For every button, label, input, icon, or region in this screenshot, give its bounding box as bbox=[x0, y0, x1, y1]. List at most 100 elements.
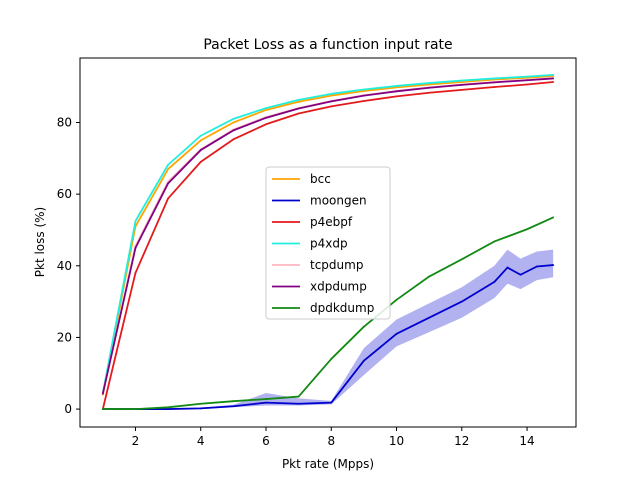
x-tick-label: 12 bbox=[454, 434, 469, 448]
point-p4xdp bbox=[428, 82, 431, 84]
point-p4ebpf bbox=[526, 83, 528, 86]
point-moongen bbox=[199, 407, 202, 410]
point-p4ebpf bbox=[167, 197, 170, 200]
point-p4xdp bbox=[199, 134, 202, 137]
legend-label: xdpdump bbox=[310, 280, 367, 294]
series-xdpdump bbox=[101, 77, 555, 395]
point-moongen bbox=[493, 281, 496, 283]
x-tick-label: 8 bbox=[327, 434, 335, 448]
point-dpdkdump bbox=[362, 325, 365, 328]
point-p4ebpf bbox=[428, 91, 431, 94]
x-tick-label: 14 bbox=[519, 434, 534, 448]
point-bcc bbox=[362, 90, 365, 92]
point-moongen bbox=[232, 405, 235, 408]
point-moongen bbox=[395, 332, 398, 335]
point-bcc bbox=[428, 83, 431, 86]
point-moongen bbox=[297, 402, 300, 405]
point-p4ebpf bbox=[362, 100, 365, 102]
y-tick-label: 40 bbox=[57, 259, 72, 273]
point-p4xdp bbox=[493, 77, 496, 80]
point-p4xdp bbox=[362, 88, 365, 91]
legend-label: p4ebpf bbox=[310, 215, 353, 229]
point-bcc bbox=[395, 86, 398, 89]
plot-frame bbox=[79, 57, 577, 428]
point-bcc bbox=[330, 94, 333, 97]
point-xdpdump bbox=[232, 129, 235, 132]
legend-item-xdpdump: xdpdump bbox=[272, 280, 367, 294]
point-xdpdump bbox=[526, 79, 528, 82]
point-moongen bbox=[506, 266, 509, 269]
point-xdpdump bbox=[265, 116, 267, 119]
point-dpdkdump bbox=[199, 402, 202, 405]
point-dpdkdump bbox=[265, 398, 267, 400]
legend-label: dpdkdump bbox=[310, 301, 374, 315]
point-p4ebpf bbox=[199, 160, 202, 163]
legend-item-tcpdump: tcpdump bbox=[272, 258, 363, 272]
x-tick-label: 6 bbox=[262, 434, 270, 448]
point-bcc bbox=[232, 121, 235, 124]
point-dpdkdump bbox=[493, 240, 496, 243]
y-tick-label: 0 bbox=[64, 402, 72, 416]
y-axis-label: Pkt loss (%) bbox=[33, 207, 47, 277]
point-dpdkdump bbox=[101, 408, 104, 410]
point-xdpdump bbox=[167, 182, 170, 185]
point-p4ebpf bbox=[265, 123, 267, 126]
chart-title: Packet Loss as a function input rate bbox=[203, 37, 452, 53]
point-p4xdp bbox=[552, 73, 555, 76]
point-p4xdp bbox=[265, 107, 267, 110]
series-p4ebpf bbox=[101, 81, 555, 410]
point-bcc bbox=[460, 81, 463, 83]
point-dpdkdump bbox=[167, 406, 170, 409]
y-tick-label: 20 bbox=[57, 330, 72, 344]
legend-item-p4ebpf: p4ebpf bbox=[272, 215, 353, 229]
point-xdpdump bbox=[552, 77, 555, 80]
legend-item-bcc: bcc bbox=[272, 172, 331, 186]
point-p4ebpf bbox=[395, 95, 398, 98]
point-bcc bbox=[199, 139, 202, 142]
point-dpdkdump bbox=[134, 408, 137, 410]
legend-item-p4xdp: p4xdp bbox=[272, 237, 348, 251]
point-p4ebpf bbox=[493, 86, 496, 88]
point-xdpdump bbox=[493, 81, 496, 84]
point-xdpdump bbox=[460, 83, 463, 86]
legend-item-dpdkdump: dpdkdump bbox=[272, 301, 374, 315]
point-p4xdp bbox=[330, 92, 333, 95]
point-dpdkdump bbox=[460, 258, 463, 261]
point-bcc bbox=[265, 109, 267, 111]
series-dpdkdump bbox=[101, 216, 555, 410]
point-moongen bbox=[167, 408, 170, 410]
point-dpdkdump bbox=[232, 400, 235, 403]
legend-item-moongen: moongen bbox=[272, 194, 367, 208]
point-p4xdp bbox=[297, 99, 300, 101]
y-tick-label: 80 bbox=[57, 115, 72, 129]
point-moongen bbox=[330, 401, 333, 404]
point-dpdkdump bbox=[297, 395, 300, 398]
legend-label: bcc bbox=[310, 172, 331, 186]
point-xdpdump bbox=[101, 392, 104, 395]
point-bcc bbox=[297, 100, 300, 103]
x-axis-ticks: 2 4 6 8 10 12 14 bbox=[132, 427, 535, 448]
legend-frame bbox=[265, 166, 391, 320]
point-moongen bbox=[519, 273, 522, 276]
point-xdpdump bbox=[297, 107, 300, 110]
point-xdpdump bbox=[428, 86, 431, 89]
point-p4ebpf bbox=[460, 88, 463, 91]
x-axis-label: Pkt rate (Mpps) bbox=[282, 457, 374, 471]
series-lines bbox=[101, 73, 555, 410]
point-moongen bbox=[265, 401, 267, 404]
point-p4xdp bbox=[395, 85, 398, 87]
point-xdpdump bbox=[199, 149, 202, 151]
confidence-bands bbox=[102, 249, 554, 410]
x-tick-label: 2 bbox=[132, 434, 140, 448]
y-tick-label: 60 bbox=[57, 187, 72, 201]
point-p4xdp bbox=[134, 220, 137, 222]
band-moongen bbox=[102, 249, 554, 410]
legend-label: p4xdp bbox=[310, 237, 348, 251]
point-xdpdump bbox=[362, 94, 365, 97]
y-axis-ticks: 0 20 40 60 80 bbox=[57, 115, 80, 416]
point-p4ebpf bbox=[297, 112, 300, 115]
legend-label: moongen bbox=[310, 194, 367, 208]
point-moongen bbox=[428, 316, 431, 319]
point-moongen bbox=[362, 359, 365, 362]
